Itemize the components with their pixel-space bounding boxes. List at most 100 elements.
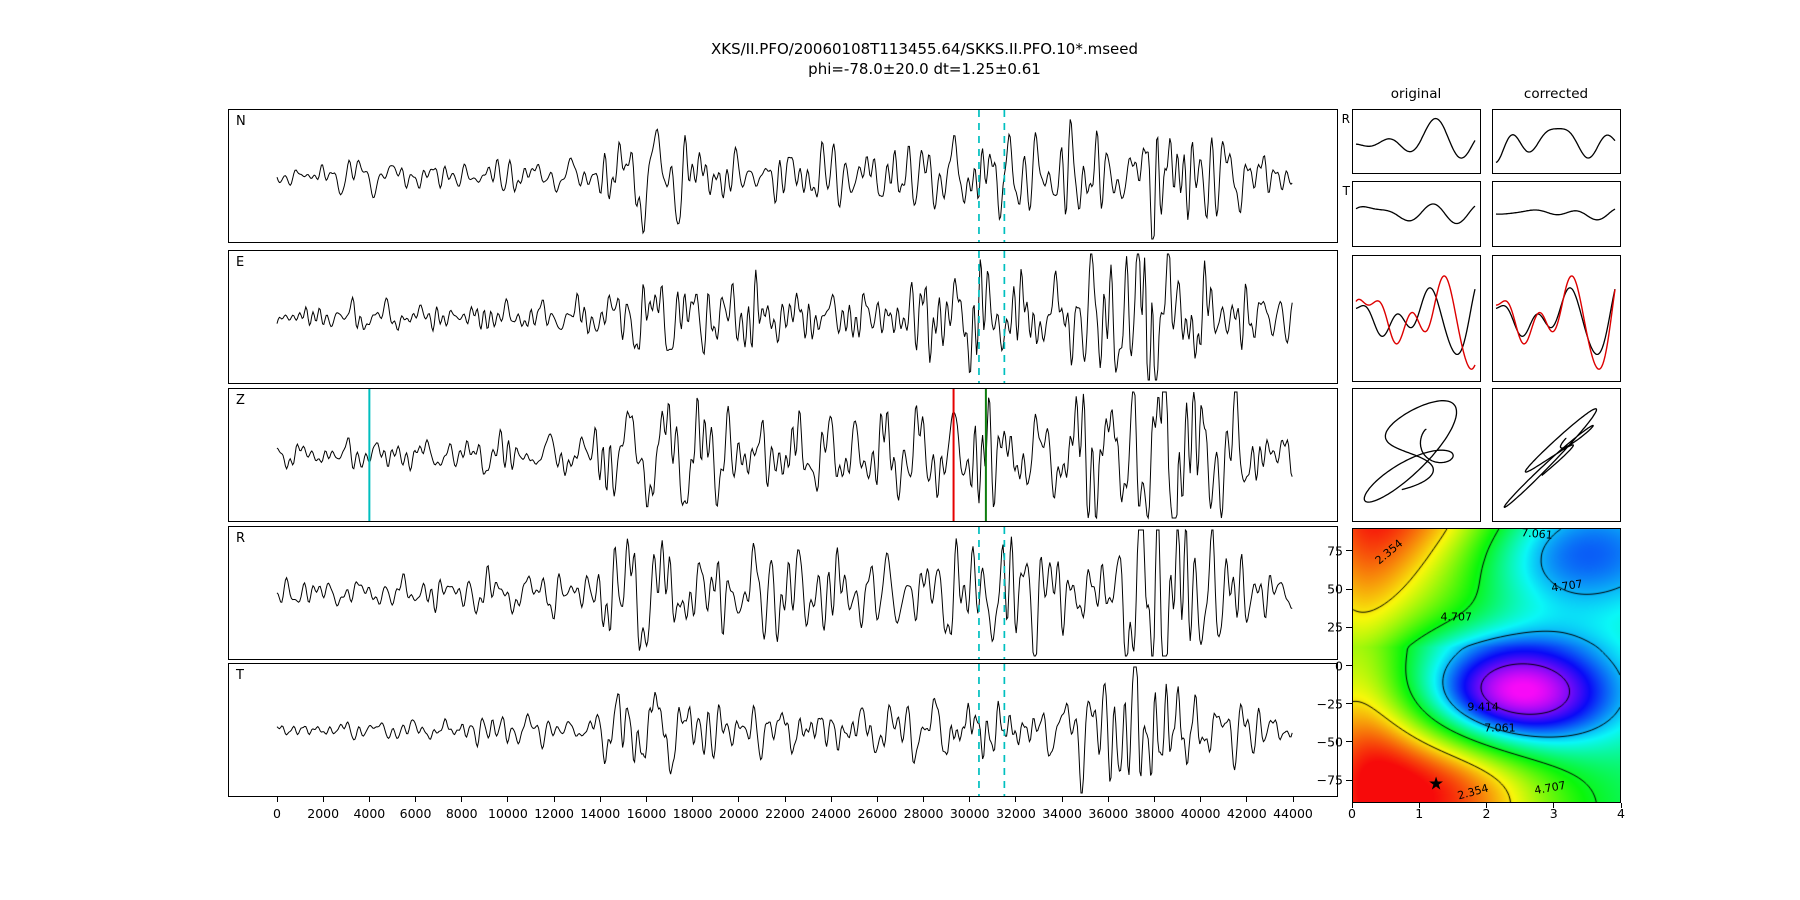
trace-svg-T: [276, 664, 1293, 796]
phi-tick-label: 75: [1327, 543, 1343, 559]
waveform-panel-r: R: [228, 526, 1338, 660]
x-tick-label: 14000: [580, 806, 621, 821]
x-tick-mark: [1153, 797, 1155, 802]
dt-tick-mark: [1620, 803, 1622, 808]
small-panel-fastslow-original: [1352, 255, 1481, 382]
x-tick-mark: [1292, 797, 1294, 802]
x-tick-label: 6000: [399, 806, 432, 821]
panel-label-r: R: [236, 531, 246, 546]
side-svg: [1355, 117, 1476, 159]
x-tick-mark: [1015, 797, 1017, 802]
x-tick-label: 34000: [1042, 806, 1082, 821]
trace-svg-N: [276, 110, 1293, 242]
seismic-trace: [276, 253, 1293, 381]
phi-tick-mark: [1346, 779, 1352, 781]
x-tick-mark: [692, 797, 694, 802]
x-tick-label: 32000: [996, 806, 1036, 821]
phi-tick-mark: [1346, 741, 1352, 743]
side-row-label-r: R: [1341, 112, 1350, 126]
waveform-panel-t: T: [228, 663, 1338, 797]
small-panel-t-corrected: [1492, 181, 1621, 247]
error-surface-panel: [1352, 528, 1621, 803]
side-row-label-t: T: [1342, 184, 1350, 198]
contour-label: 7.061: [1484, 721, 1516, 735]
r-wavelet: [1495, 128, 1616, 164]
seismic-trace: [276, 528, 1293, 657]
fast-wave: [1355, 275, 1476, 370]
panel-label-e: E: [236, 255, 245, 270]
x-tick-mark: [507, 797, 509, 802]
side-svg: [1495, 128, 1616, 164]
x-tick-label: 42000: [1226, 806, 1267, 821]
x-tick-label: 10000: [488, 806, 528, 821]
column-header-original: original: [1390, 86, 1442, 102]
fast-wave: [1496, 275, 1616, 370]
x-tick-label: 26000: [857, 806, 898, 821]
x-tick-mark: [368, 797, 370, 802]
side-svg: [1495, 208, 1616, 221]
phi-tick-label: −25: [1316, 696, 1343, 712]
particle-motion: [1363, 400, 1458, 503]
slow-wave: [1355, 287, 1476, 356]
dt-tick-label: 2: [1482, 806, 1491, 821]
x-tick-label: 44000: [1273, 806, 1313, 821]
x-tick-label: 40000: [1180, 806, 1221, 821]
waveform-panel-e: E: [228, 250, 1338, 384]
side-svg: [1363, 400, 1458, 503]
x-tick-mark: [1246, 797, 1248, 802]
x-tick-label: 2000: [307, 806, 340, 821]
x-tick-mark: [923, 797, 925, 802]
x-tick-label: 24000: [811, 806, 852, 821]
phi-tick-mark: [1346, 588, 1352, 590]
small-panel-fastslow-corrected: [1492, 255, 1621, 382]
dt-tick-mark: [1418, 803, 1420, 808]
x-tick-mark: [461, 797, 463, 802]
t-wavelet: [1495, 208, 1616, 221]
seismic-trace: [276, 666, 1293, 794]
x-tick-mark: [553, 797, 555, 802]
contour-label: 9.414: [1467, 700, 1499, 714]
error-surface-canvas: [1353, 529, 1620, 802]
small-panel-t-original: [1352, 181, 1481, 247]
column-header-corrected: corrected: [1523, 86, 1589, 102]
x-tick-mark: [830, 797, 832, 802]
panel-label-n: N: [236, 114, 246, 129]
best-solution-star: ★: [1427, 773, 1445, 795]
dt-tick-label: 4: [1617, 806, 1625, 821]
figure-title: XKS/II.PFO/20060108T113455.64/SKKS.II.PF…: [710, 40, 1139, 58]
x-tick-label: 36000: [1088, 806, 1129, 821]
x-tick-label: 16000: [626, 806, 667, 821]
x-tick-label: 8000: [445, 806, 478, 821]
small-panel-r-corrected: [1492, 109, 1621, 174]
x-tick-mark: [738, 797, 740, 802]
x-tick-label: 38000: [1134, 806, 1175, 821]
x-tick-label: 12000: [534, 806, 574, 821]
side-svg: [1355, 203, 1476, 225]
x-tick-label: 28000: [903, 806, 944, 821]
dt-tick-mark: [1486, 803, 1487, 808]
x-tick-label: 22000: [765, 806, 805, 821]
x-tick-label: 0: [273, 806, 281, 821]
panel-label-t: T: [236, 668, 244, 683]
particle-motion: [1503, 408, 1598, 508]
phi-tick-mark: [1346, 626, 1352, 628]
small-panel-r-original: [1352, 109, 1481, 174]
x-tick-mark: [969, 797, 971, 802]
x-tick-mark: [645, 797, 647, 802]
phi-tick-mark: [1346, 665, 1352, 666]
slow-wave: [1495, 287, 1616, 356]
contour-label: 4.707: [1440, 610, 1472, 624]
small-panel-particle-motion-corrected: [1492, 388, 1621, 522]
phi-tick-label: −75: [1316, 772, 1343, 788]
x-tick-mark: [784, 797, 786, 802]
dt-tick-mark: [1351, 803, 1353, 808]
phi-tick-mark: [1346, 550, 1352, 552]
dt-tick-label: 3: [1549, 806, 1558, 821]
x-tick-mark: [1107, 797, 1109, 802]
waveform-panel-n: N: [228, 109, 1338, 243]
phi-tick-label: 25: [1327, 619, 1343, 635]
x-tick-mark: [876, 797, 878, 802]
x-tick-label: 30000: [949, 806, 990, 821]
phi-tick-label: −50: [1316, 734, 1343, 750]
